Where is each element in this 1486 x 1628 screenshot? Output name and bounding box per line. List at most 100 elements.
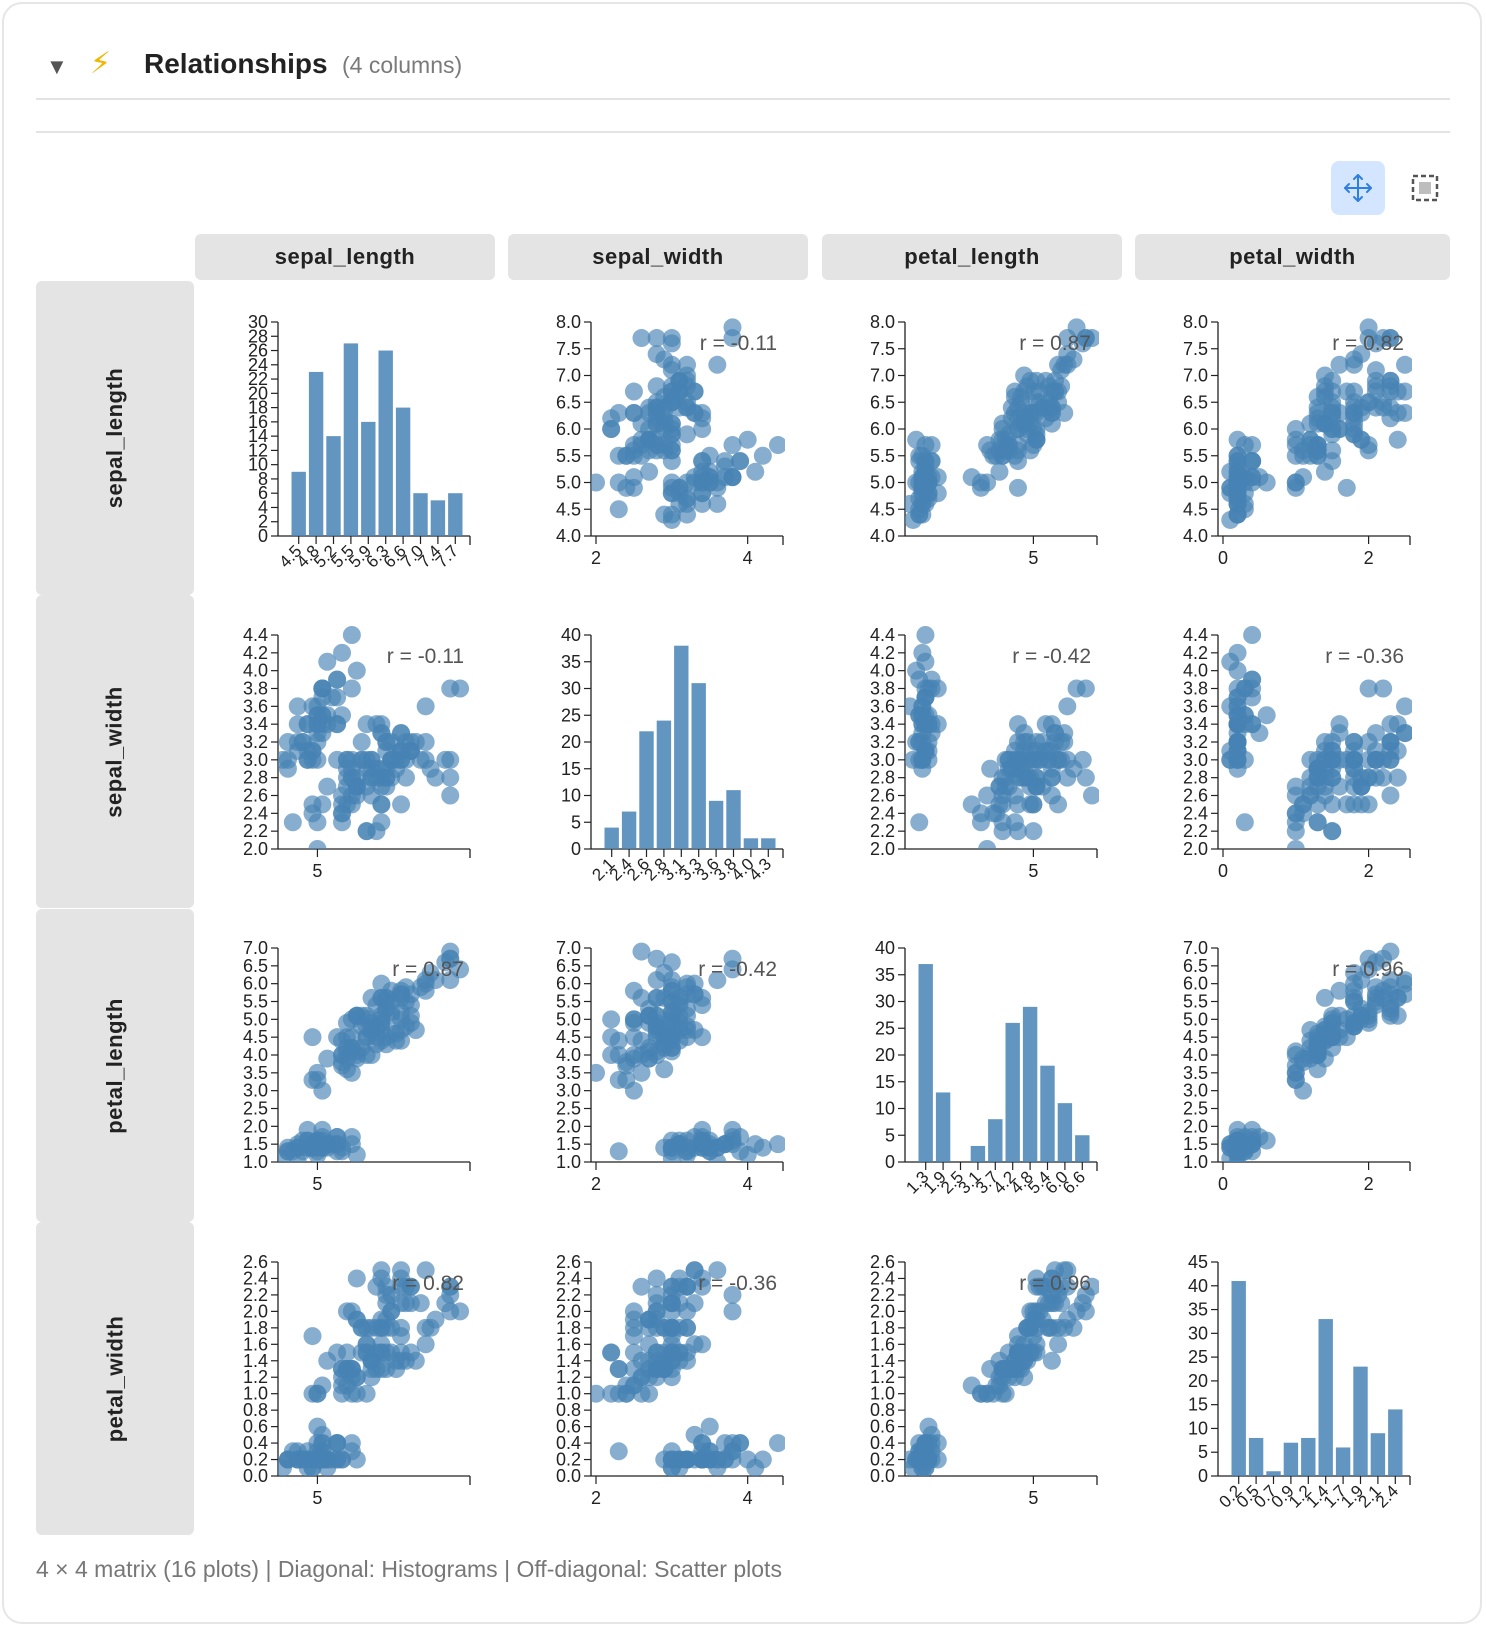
y-tick-label: 3.2 (243, 732, 268, 752)
y-tick-label: 30 (561, 679, 581, 699)
y-tick-label: 25 (875, 1018, 895, 1038)
scatter-point (662, 393, 681, 412)
histogram-bar (935, 1092, 951, 1162)
scatter-point (372, 768, 391, 787)
subplot-petal_width-vs-petal_width: 0510152025303540450.20.50.70.91.21.41.71… (1188, 1252, 1411, 1512)
y-tick-label: 40 (1188, 1276, 1208, 1296)
y-tick-label: 8 (258, 469, 268, 489)
scatter-point (1294, 1081, 1313, 1100)
scatter-point (308, 724, 327, 743)
histogram-bar (308, 371, 324, 536)
histogram-bar (970, 1145, 986, 1162)
y-tick-label: 0.6 (556, 1417, 581, 1437)
scatter-point (693, 1335, 712, 1354)
caret-down-icon[interactable]: ▼ (46, 54, 68, 79)
y-tick-label: 30 (875, 992, 895, 1012)
scatter-point (1042, 768, 1061, 787)
y-tick-label: 3.4 (243, 714, 268, 734)
row-header-sepal-width: sepal_width (36, 595, 194, 908)
box-select-button[interactable] (1398, 161, 1452, 215)
y-tick-label: 2.6 (1183, 786, 1208, 806)
scatter-point (602, 1010, 621, 1029)
matrix-summary: 4 × 4 matrix (16 plots) | Diagonal: Hist… (36, 1556, 782, 1582)
subplot-petal_width-vs-sepal_width: 0.00.20.40.60.81.01.21.41.61.82.02.22.42… (556, 1252, 785, 1508)
scatter-point (1067, 679, 1086, 698)
y-tick-label: 0.6 (243, 1417, 268, 1437)
scatter-point (1315, 414, 1334, 433)
histogram-bar (743, 838, 759, 849)
scatter-point (996, 768, 1015, 787)
y-tick-label: 0.2 (243, 1450, 268, 1470)
scatter-point (1286, 446, 1305, 465)
scatter-point (919, 1417, 938, 1436)
y-tick-label: 7.0 (556, 938, 581, 958)
column-count: (4 columns) (342, 52, 463, 78)
scatter-matrix[interactable]: 0246810121416182022242628304.54.85.25.55… (0, 0, 1486, 1540)
scatter-point (426, 768, 445, 787)
scatter-point (647, 1285, 666, 1304)
scatter-point (382, 1302, 401, 1321)
y-tick-label: 1.8 (870, 1318, 895, 1338)
y-tick-label: 3.0 (556, 1081, 581, 1101)
scatter-point (1330, 981, 1349, 1000)
y-tick-label: 2 (258, 512, 268, 532)
pan-tool-button[interactable] (1331, 161, 1385, 215)
scatter-point (1345, 750, 1364, 769)
y-tick-label: 8.0 (870, 312, 895, 332)
y-tick-label: 3.2 (870, 732, 895, 752)
scatter-points (591, 942, 785, 1162)
y-tick-label: 8.0 (556, 312, 581, 332)
scatter-point (723, 436, 742, 455)
y-tick-label: 6.0 (556, 419, 581, 439)
histogram-bar (621, 811, 637, 849)
y-tick-label: 6.5 (870, 392, 895, 412)
y-tick-label: 6.0 (556, 974, 581, 994)
x-tick-label: 4 (743, 548, 753, 568)
y-tick-label: 3.0 (1183, 750, 1208, 770)
x-tick-label: 5 (312, 1488, 322, 1508)
scatter-point (1359, 750, 1378, 769)
x-tick-label: 2 (1364, 548, 1374, 568)
scatter-point (1323, 452, 1342, 471)
y-tick-label: 0 (885, 1152, 895, 1172)
y-tick-label: 5.0 (556, 1009, 581, 1029)
scatter-points (278, 1261, 470, 1476)
scatter-point (1083, 1277, 1099, 1296)
scatter-point (624, 1310, 643, 1329)
y-tick-label: 3.8 (870, 679, 895, 699)
scatter-point (1315, 786, 1334, 805)
scatter-point (971, 813, 990, 832)
scatter-point (1286, 840, 1305, 849)
scatter-point (1058, 750, 1077, 769)
scatter-point (1330, 355, 1349, 374)
scatter-point (624, 1010, 643, 1029)
y-tick-label: 4.5 (556, 499, 581, 519)
row-header-sepal-length: sepal_length (36, 281, 194, 595)
scatter-point (640, 430, 659, 449)
scatter-point (632, 988, 651, 1007)
scatter-point (647, 329, 666, 348)
subplot-petal_length-vs-sepal_width: 1.01.52.02.53.03.54.04.55.05.56.06.57.0 2… (556, 938, 785, 1194)
scatter-point (382, 1003, 401, 1022)
y-tick-label: 2.2 (870, 1285, 895, 1305)
scatter-point (647, 403, 666, 422)
scatter-point (962, 468, 981, 487)
x-tick-label: 0 (1218, 861, 1228, 881)
y-tick-label: 1.8 (243, 1318, 268, 1338)
histogram-bar (1248, 1437, 1264, 1476)
y-tick-label: 30 (248, 312, 268, 332)
scatter-point (342, 626, 361, 644)
scatter-point (333, 706, 352, 725)
section-header[interactable]: ▼ ⚡ Relationships (4 columns) (40, 42, 1450, 90)
histogram-bar (378, 350, 393, 536)
scatter-point (662, 1277, 681, 1296)
scatter-point (367, 1035, 386, 1054)
y-tick-label: 1.0 (556, 1384, 581, 1404)
scatter-point (426, 1310, 445, 1329)
correlation-label: r = 0.96 (1019, 1272, 1091, 1295)
scatter-point (441, 750, 460, 769)
y-tick-label: 0.2 (870, 1450, 895, 1470)
scatter-point (602, 1343, 621, 1362)
scatter-point (288, 733, 307, 751)
scatter-point (347, 661, 366, 680)
